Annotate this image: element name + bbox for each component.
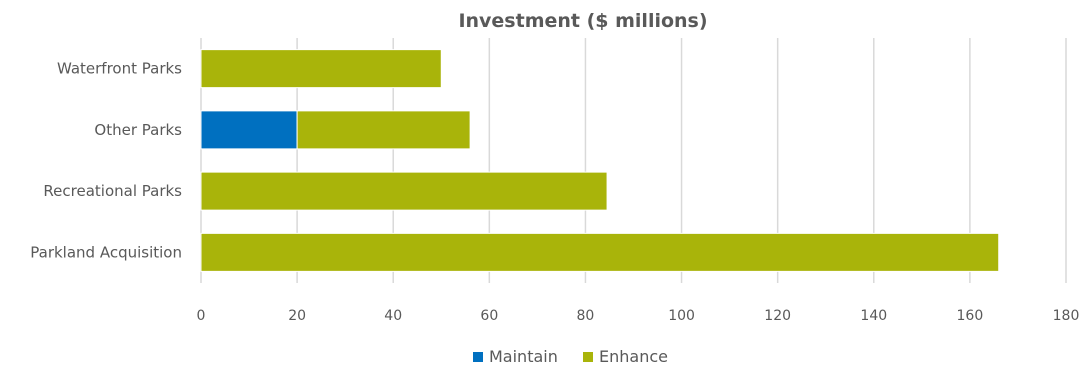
chart-title: Investment ($ millions) (458, 10, 707, 32)
x-tick-label: 80 (577, 308, 595, 324)
bar-enhance-2 (200, 171, 608, 211)
legend: Maintain Enhance (473, 347, 668, 366)
x-tick-label: 0 (197, 308, 206, 324)
bar-enhance-1 (296, 110, 471, 150)
legend-swatch-maintain (473, 352, 483, 362)
x-tick-label: 120 (764, 308, 791, 324)
legend-label-maintain: Maintain (489, 347, 558, 366)
x-tick-label: 40 (384, 308, 402, 324)
x-tick-label: 60 (480, 308, 498, 324)
x-tick-label: 140 (860, 308, 887, 324)
bar-enhance-3 (200, 232, 1000, 272)
category-label: Waterfront Parks (57, 60, 182, 78)
legend-label-enhance: Enhance (599, 347, 668, 366)
x-tick-labels: 0 20 40 60 80 100 120 140 160 180 (197, 308, 1080, 324)
bar-maintain-1 (200, 110, 298, 150)
category-labels: Waterfront Parks Other Parks Recreational … (30, 60, 182, 262)
x-tick-label: 180 (1053, 308, 1080, 324)
x-tick-label: 20 (288, 308, 306, 324)
x-tick-label: 100 (668, 308, 695, 324)
bar-enhance-0 (200, 49, 442, 89)
x-tick-label: 160 (957, 308, 984, 324)
bars (200, 49, 1000, 272)
legend-swatch-enhance (583, 352, 593, 362)
category-label: Recreational Parks (43, 182, 182, 200)
category-label: Other Parks (94, 121, 182, 139)
category-label: Parkland Acquisition (30, 243, 182, 261)
